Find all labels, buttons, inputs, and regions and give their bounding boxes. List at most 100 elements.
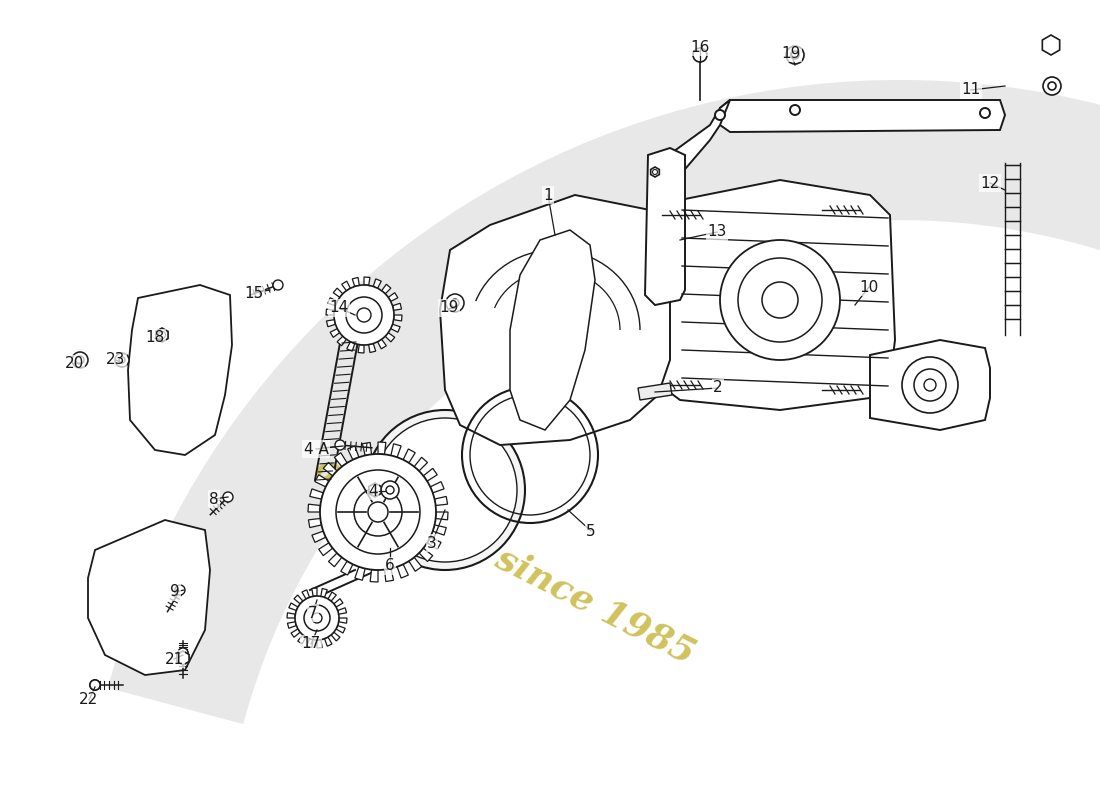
Polygon shape xyxy=(651,167,659,177)
Polygon shape xyxy=(394,315,402,321)
Text: 14: 14 xyxy=(329,301,349,315)
Polygon shape xyxy=(323,462,337,476)
Polygon shape xyxy=(330,329,340,338)
Polygon shape xyxy=(424,468,438,481)
Text: 2: 2 xyxy=(713,381,723,395)
Polygon shape xyxy=(654,180,895,410)
Circle shape xyxy=(90,680,100,690)
Circle shape xyxy=(320,454,436,570)
Circle shape xyxy=(334,285,394,345)
Polygon shape xyxy=(337,336,346,346)
Polygon shape xyxy=(373,279,382,288)
Polygon shape xyxy=(308,518,321,527)
Text: 5: 5 xyxy=(586,523,596,538)
Polygon shape xyxy=(298,635,306,644)
Circle shape xyxy=(693,48,707,62)
Polygon shape xyxy=(292,629,300,638)
Text: 10: 10 xyxy=(859,279,879,294)
Polygon shape xyxy=(315,474,329,487)
Circle shape xyxy=(381,481,399,499)
Text: a passion since 1985: a passion since 1985 xyxy=(310,450,701,670)
Circle shape xyxy=(312,613,322,623)
Polygon shape xyxy=(359,345,364,353)
Polygon shape xyxy=(329,553,342,566)
Polygon shape xyxy=(339,618,346,623)
Circle shape xyxy=(116,353,129,367)
Circle shape xyxy=(354,488,402,536)
Polygon shape xyxy=(333,288,343,298)
Text: 4 A: 4 A xyxy=(304,442,329,457)
Circle shape xyxy=(738,258,822,342)
Circle shape xyxy=(791,51,799,59)
Polygon shape xyxy=(338,608,346,614)
Polygon shape xyxy=(419,548,432,562)
Text: 9: 9 xyxy=(170,585,180,599)
Polygon shape xyxy=(368,343,376,353)
Circle shape xyxy=(373,418,517,562)
Text: 20: 20 xyxy=(65,357,84,371)
Polygon shape xyxy=(415,458,428,471)
Polygon shape xyxy=(334,598,343,607)
Polygon shape xyxy=(1043,35,1059,55)
Polygon shape xyxy=(371,570,378,582)
Polygon shape xyxy=(321,589,328,598)
Polygon shape xyxy=(331,632,340,641)
Circle shape xyxy=(902,357,958,413)
Text: 22: 22 xyxy=(79,693,99,707)
Text: 23: 23 xyxy=(107,353,125,367)
Circle shape xyxy=(178,648,188,658)
Circle shape xyxy=(786,46,804,64)
Polygon shape xyxy=(645,148,685,305)
Polygon shape xyxy=(88,520,210,675)
Polygon shape xyxy=(308,504,320,512)
Polygon shape xyxy=(352,278,360,286)
Polygon shape xyxy=(364,277,370,286)
Polygon shape xyxy=(341,561,353,575)
Circle shape xyxy=(336,470,420,554)
Polygon shape xyxy=(289,603,298,610)
Circle shape xyxy=(119,357,125,363)
Polygon shape xyxy=(312,531,326,542)
Text: 8: 8 xyxy=(209,491,219,506)
Polygon shape xyxy=(302,590,309,599)
Circle shape xyxy=(446,294,464,312)
Circle shape xyxy=(914,369,946,401)
Polygon shape xyxy=(436,512,448,520)
Circle shape xyxy=(1043,77,1062,95)
Polygon shape xyxy=(310,489,323,499)
Circle shape xyxy=(295,596,339,640)
Circle shape xyxy=(158,331,165,338)
Circle shape xyxy=(336,440,345,450)
Polygon shape xyxy=(434,497,448,506)
Polygon shape xyxy=(427,537,441,550)
Polygon shape xyxy=(870,340,990,430)
Polygon shape xyxy=(397,564,408,578)
Polygon shape xyxy=(328,592,337,601)
Polygon shape xyxy=(327,320,336,326)
Circle shape xyxy=(365,410,525,570)
Text: 15: 15 xyxy=(244,286,264,301)
Polygon shape xyxy=(311,588,317,596)
Circle shape xyxy=(451,299,459,307)
Polygon shape xyxy=(404,449,415,463)
Circle shape xyxy=(223,492,233,502)
Polygon shape xyxy=(382,284,390,294)
Text: 6: 6 xyxy=(385,558,395,574)
Polygon shape xyxy=(287,613,295,618)
Polygon shape xyxy=(388,293,398,302)
Text: 1: 1 xyxy=(543,187,553,202)
Polygon shape xyxy=(430,482,444,493)
Circle shape xyxy=(1048,82,1056,90)
Circle shape xyxy=(980,108,990,118)
Polygon shape xyxy=(346,342,354,351)
Polygon shape xyxy=(650,100,730,185)
Circle shape xyxy=(358,308,371,322)
Circle shape xyxy=(304,605,330,631)
Polygon shape xyxy=(378,442,386,454)
Polygon shape xyxy=(720,100,1005,132)
Text: 19: 19 xyxy=(781,46,801,61)
Text: 17: 17 xyxy=(301,637,320,651)
Polygon shape xyxy=(128,285,232,455)
Polygon shape xyxy=(108,80,1100,724)
Circle shape xyxy=(90,680,100,690)
